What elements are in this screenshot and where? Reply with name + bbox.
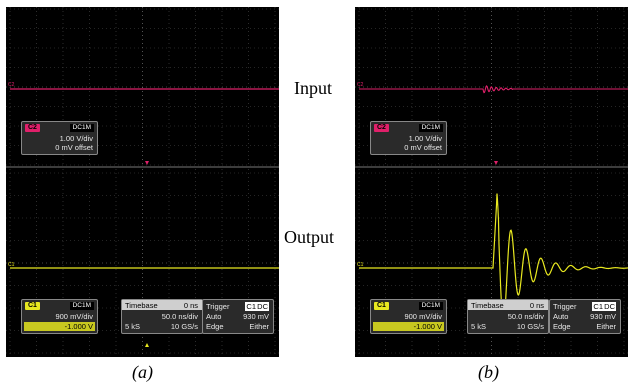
- ch2-tag: C2: [374, 124, 389, 132]
- ch1-info-box[interactable]: C1 DC1M 900 mV/div -1.000 V: [370, 299, 447, 334]
- ch1-info-box[interactable]: C1 DC1M 900 mV/div -1.000 V: [21, 299, 98, 334]
- ch2-coupling: DC1M: [418, 124, 443, 132]
- trigger-type: Edge: [206, 322, 224, 331]
- ch1-scale: 900 mV/div: [55, 312, 93, 321]
- ch1-coupling: DC1M: [69, 302, 94, 310]
- ch1-scale: 900 mV/div: [404, 312, 442, 321]
- trigger-coupling: DC: [256, 302, 269, 311]
- timebase-rate: 10 GS/s: [516, 322, 544, 331]
- trigger-label: Trigger: [206, 302, 230, 311]
- caption-b: (b): [478, 362, 499, 382]
- ch2-trace-b: [359, 85, 628, 94]
- timebase-box[interactable]: Timebase 0 ns 50.0 ns/div 5 kS 10 GS/s: [467, 299, 549, 334]
- timebase-samples: 5 kS: [125, 322, 141, 331]
- timebase-samples: 5 kS: [471, 322, 487, 331]
- scope-panel-b: C2 C1 C2 DC1M 1.00 V/div 0 mV offset C1 …: [355, 7, 628, 357]
- trigger-position-marker: [494, 161, 498, 165]
- trigger-mode: Auto: [206, 312, 222, 321]
- trigger-source: C1: [245, 302, 257, 311]
- trigger-type: Edge: [553, 322, 571, 331]
- ch1-coupling: DC1M: [418, 302, 443, 310]
- trigger-slope: Either: [596, 322, 616, 331]
- ch2-marker-b: C2: [357, 82, 364, 88]
- scope-panel-a: C2 C1 C2 DC1M 1.00 V/div 0 mV offset C1 …: [6, 7, 279, 357]
- ch1-offset: -1.000 V: [373, 322, 444, 331]
- ch1-marker-a: C1: [8, 262, 15, 268]
- timebase-delay: 0 ns: [183, 301, 198, 310]
- timebase-label: Timebase: [471, 301, 504, 310]
- output-label: Output: [284, 227, 335, 247]
- trigger-level: 930 mV: [590, 312, 616, 321]
- timebase-delay: 0 ns: [529, 301, 544, 310]
- timebase-header: Timebase 0 ns: [122, 300, 202, 310]
- timebase-header: Timebase 0 ns: [468, 300, 548, 310]
- trigger-level: 930 mV: [243, 312, 269, 321]
- timebase-div: 50.0 ns/div: [161, 312, 198, 321]
- ch1-tag: C1: [25, 302, 40, 310]
- ch2-coupling: DC1M: [69, 124, 94, 132]
- timebase-label: Timebase: [125, 301, 158, 310]
- ch1-marker-b: C1: [357, 262, 364, 268]
- ch2-offset: 0 mV offset: [55, 143, 93, 152]
- trigger-label: Trigger: [553, 302, 577, 311]
- trigger-coupling: DC: [603, 302, 616, 311]
- ch2-info-box[interactable]: C2 DC1M 1.00 V/div 0 mV offset: [21, 121, 98, 155]
- timebase-div: 50.0 ns/div: [507, 312, 544, 321]
- trigger-position-marker: [145, 161, 149, 165]
- ch1-trace-b: [359, 193, 628, 323]
- caption-a: (a): [132, 362, 153, 382]
- ch2-scale: 1.00 V/div: [59, 134, 93, 143]
- timebase-rate: 10 GS/s: [170, 322, 198, 331]
- trigger-slope: Either: [249, 322, 269, 331]
- ch1-tag: C1: [374, 302, 389, 310]
- ch2-tag: C2: [25, 124, 40, 132]
- ch2-marker-a: C2: [8, 82, 15, 88]
- input-label: Input: [294, 78, 332, 98]
- timebase-box[interactable]: Timebase 0 ns 50.0 ns/div 5 kS 10 GS/s: [121, 299, 203, 334]
- ch2-offset: 0 mV offset: [404, 143, 442, 152]
- trigger-box[interactable]: Trigger DC C1 Auto 930 mV Edge Either: [202, 299, 274, 334]
- ch2-info-box[interactable]: C2 DC1M 1.00 V/div 0 mV offset: [370, 121, 447, 155]
- trigger-mode: Auto: [553, 312, 569, 321]
- ch1-offset: -1.000 V: [24, 322, 95, 331]
- trigger-source: C1: [592, 302, 604, 311]
- trigger-box[interactable]: Trigger DC C1 Auto 930 mV Edge Either: [549, 299, 621, 334]
- trigger-position-marker: [145, 343, 149, 347]
- ch2-scale: 1.00 V/div: [408, 134, 442, 143]
